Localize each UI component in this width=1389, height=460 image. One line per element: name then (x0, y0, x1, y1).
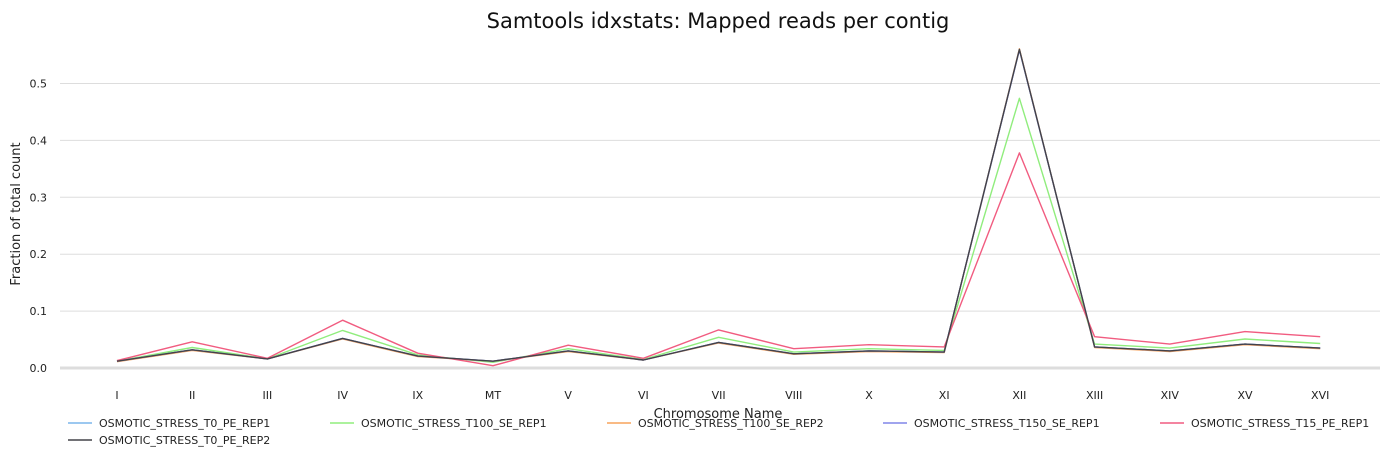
legend-item[interactable]: OSMOTIC_STRESS_T0_PE_REP2 (68, 434, 270, 447)
legend: OSMOTIC_STRESS_T0_PE_REP1 OSMOTIC_STRESS_… (68, 417, 1369, 447)
legend-label: OSMOTIC_STRESS_T15_PE_REP1 (1191, 417, 1369, 430)
legend-label: OSMOTIC_STRESS_T0_PE_REP1 (99, 417, 270, 430)
legend-item[interactable]: OSMOTIC_STRESS_T100_SE_REP1 (330, 417, 547, 430)
series-line (116, 152, 1321, 367)
x-tick-label: MT (485, 389, 501, 402)
chart-title: Samtools idxstats: Mapped reads per cont… (487, 9, 950, 33)
series-group (116, 152, 1321, 367)
x-tick-label: XV (1237, 389, 1253, 402)
series-group (116, 49, 1321, 362)
series-lines (116, 48, 1321, 367)
y-tick-labels: 0.0 0.1 0.2 0.3 0.4 0.5 (30, 78, 48, 375)
legend-item[interactable]: OSMOTIC_STRESS_T15_PE_REP1 (1160, 417, 1369, 430)
x-tick-label: VI (638, 389, 649, 402)
x-axis-label: Chromosome Name (654, 407, 783, 422)
legend-item[interactable]: OSMOTIC_STRESS_T150_SE_REP1 (883, 417, 1100, 430)
x-tick-label: XIII (1086, 389, 1103, 402)
x-tick-label: IX (412, 389, 423, 402)
series-line (116, 48, 1321, 362)
y-gridlines (60, 83, 1380, 370)
series-group (116, 48, 1321, 362)
series-group (116, 48, 1321, 362)
y-tick-label: 0.0 (30, 362, 48, 375)
legend-item[interactable]: OSMOTIC_STRESS_T100_SE_REP2 (607, 417, 824, 430)
x-tick-label: IV (337, 389, 348, 402)
y-tick-label: 0.3 (30, 191, 48, 204)
x-tick-labels: I II III IV IX MT V VI VII VIII X XI XII XIII XIV XV XVI (115, 389, 1329, 402)
x-tick-label: XII (1012, 389, 1026, 402)
series-line (116, 48, 1321, 362)
series-line (116, 97, 1321, 363)
x-tick-label: III (263, 389, 273, 402)
x-tick-label: VII (712, 389, 726, 402)
legend-item[interactable]: OSMOTIC_STRESS_T0_PE_REP1 (68, 417, 270, 430)
series-line (116, 48, 1321, 363)
x-tick-label: XI (939, 389, 950, 402)
x-tick-label: II (189, 389, 196, 402)
series-line (116, 49, 1321, 362)
x-tick-label: XVI (1311, 389, 1329, 402)
legend-label: OSMOTIC_STRESS_T150_SE_REP1 (914, 417, 1100, 430)
series-group (116, 48, 1321, 363)
legend-label: OSMOTIC_STRESS_T100_SE_REP2 (638, 417, 824, 430)
x-tick-label: XIV (1161, 389, 1180, 402)
x-tick-label: X (865, 389, 873, 402)
legend-label: OSMOTIC_STRESS_T0_PE_REP2 (99, 434, 270, 447)
x-tick-label: VIII (785, 389, 802, 402)
x-tick-label: V (564, 389, 572, 402)
y-tick-label: 0.5 (30, 78, 48, 91)
y-tick-label: 0.2 (30, 248, 48, 261)
series-group (116, 97, 1321, 363)
y-tick-label: 0.1 (30, 305, 48, 318)
legend-label: OSMOTIC_STRESS_T100_SE_REP1 (361, 417, 547, 430)
y-tick-label: 0.4 (30, 134, 48, 147)
y-axis-label: Fraction of total count (9, 142, 24, 285)
x-tick-label: I (115, 389, 118, 402)
